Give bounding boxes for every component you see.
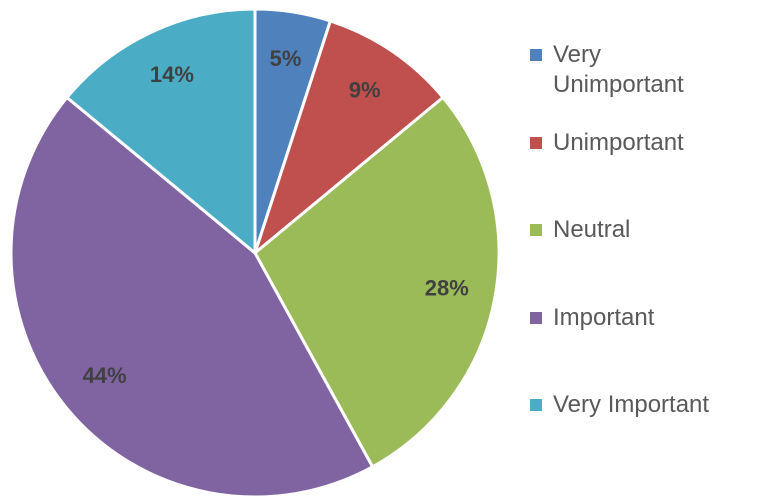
legend-swatch — [530, 136, 542, 149]
legend-item: Very Unimportant — [530, 40, 755, 100]
legend-label: Very Unimportant — [553, 41, 684, 98]
legend-swatch — [530, 49, 542, 61]
legend-item: Very Important — [530, 390, 755, 420]
chart: 5% 9% 28% 44% 14% — [9, 7, 501, 496]
legend-label: Very Important — [553, 391, 710, 418]
data-label: 9% — [349, 77, 381, 102]
data-label: 5% — [270, 46, 302, 71]
legend-item: Important — [530, 303, 755, 333]
legend-label: Unimportant — [553, 128, 684, 156]
data-label: 28% — [425, 275, 469, 300]
legend-label: Neutral — [553, 216, 631, 243]
data-label: 44% — [83, 363, 127, 388]
legend-item: Unimportant — [530, 128, 755, 158]
pie-slice — [9, 95, 375, 496]
pie-slice — [64, 7, 257, 257]
legend-swatch — [530, 311, 542, 324]
legend-label: Important — [553, 303, 655, 331]
legend-swatch — [530, 399, 542, 411]
pie-slice — [251, 19, 446, 258]
data-label: 14% — [150, 62, 194, 87]
legend-item: Neutral — [530, 215, 755, 245]
legend-swatch — [530, 224, 542, 236]
pie-slice — [253, 95, 501, 469]
